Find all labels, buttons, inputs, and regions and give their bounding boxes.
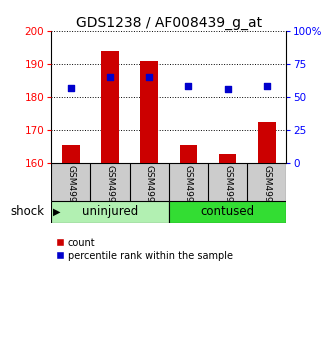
Title: GDS1238 / AF008439_g_at: GDS1238 / AF008439_g_at — [76, 16, 262, 30]
Point — [225, 86, 230, 92]
Text: GSM49938: GSM49938 — [145, 165, 154, 214]
Bar — [180, 145, 197, 163]
Point — [186, 83, 191, 89]
Point — [107, 75, 113, 80]
Text: GSM49933: GSM49933 — [184, 165, 193, 214]
Bar — [219, 155, 236, 163]
Text: uninjured: uninjured — [82, 205, 138, 218]
Bar — [140, 61, 158, 163]
Bar — [101, 51, 119, 163]
Text: shock: shock — [11, 205, 45, 218]
Point — [68, 85, 73, 90]
Text: contused: contused — [201, 205, 255, 218]
Text: GSM49934: GSM49934 — [223, 165, 232, 214]
Bar — [51, 201, 169, 223]
Bar — [62, 145, 80, 163]
Text: ▶: ▶ — [53, 207, 61, 217]
Text: GSM49935: GSM49935 — [262, 165, 271, 214]
Bar — [258, 121, 275, 163]
Legend: count, percentile rank within the sample: count, percentile rank within the sample — [56, 238, 233, 261]
Point — [147, 75, 152, 80]
Point — [264, 83, 269, 89]
Text: GSM49936: GSM49936 — [67, 165, 75, 214]
Text: GSM49937: GSM49937 — [106, 165, 115, 214]
Bar — [169, 201, 286, 223]
